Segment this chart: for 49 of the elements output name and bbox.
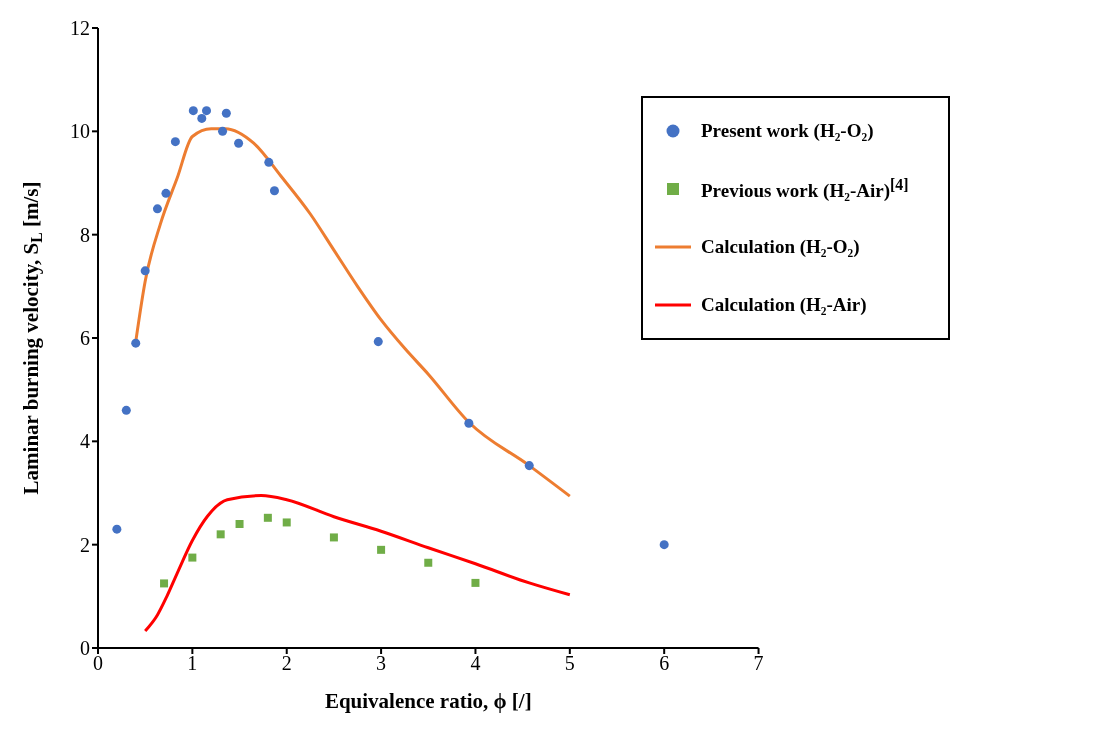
legend-label: Present work (H₂-O₂) [701, 120, 874, 142]
x-tick-label: 3 [376, 652, 387, 675]
point [329, 533, 338, 542]
point [140, 266, 150, 276]
x-tick-label: 4 [470, 652, 481, 675]
y-tick-label: 12 [70, 17, 90, 40]
point [197, 113, 207, 123]
point [234, 138, 244, 148]
point [188, 106, 198, 116]
x-tick-label: 6 [659, 652, 670, 675]
point [216, 530, 225, 539]
line-series [143, 494, 572, 633]
legend-label: Previous work (H₂-Air)$^{[4]}$ [701, 175, 909, 203]
point [160, 579, 169, 588]
y-tick-label: 2 [80, 533, 90, 556]
point [188, 553, 197, 562]
point [112, 524, 122, 534]
point [221, 108, 231, 118]
point [659, 540, 669, 550]
x-tick-label: 2 [281, 652, 292, 675]
y-tick-label: 6 [80, 327, 90, 350]
point [131, 338, 141, 348]
point [161, 188, 171, 198]
point [269, 186, 279, 196]
y-tick-label: 4 [80, 430, 90, 453]
point [170, 137, 180, 147]
y-tick-label: 10 [70, 120, 90, 143]
point [152, 204, 162, 214]
point [373, 337, 383, 347]
point [424, 558, 433, 567]
y-tick-label: 0 [80, 637, 90, 660]
point [264, 157, 274, 167]
point [202, 106, 212, 116]
point [121, 405, 131, 415]
x-tick-label: 5 [564, 652, 575, 675]
x-tick-label: 7 [753, 652, 764, 675]
point [524, 461, 534, 471]
point [282, 518, 291, 527]
legend-label: Calculation (H₂-Air) [701, 294, 867, 316]
point [471, 578, 480, 587]
point [218, 126, 228, 136]
legend-label: Calculation (H₂-O₂) [701, 236, 860, 258]
y-tick-label: 8 [80, 223, 90, 246]
point [235, 520, 244, 528]
point [464, 418, 474, 428]
point [377, 545, 386, 554]
x-axis-title: Equivalence ratio, ϕ [/] [324, 689, 532, 713]
point [263, 513, 272, 522]
x-tick-label: 1 [187, 652, 198, 675]
